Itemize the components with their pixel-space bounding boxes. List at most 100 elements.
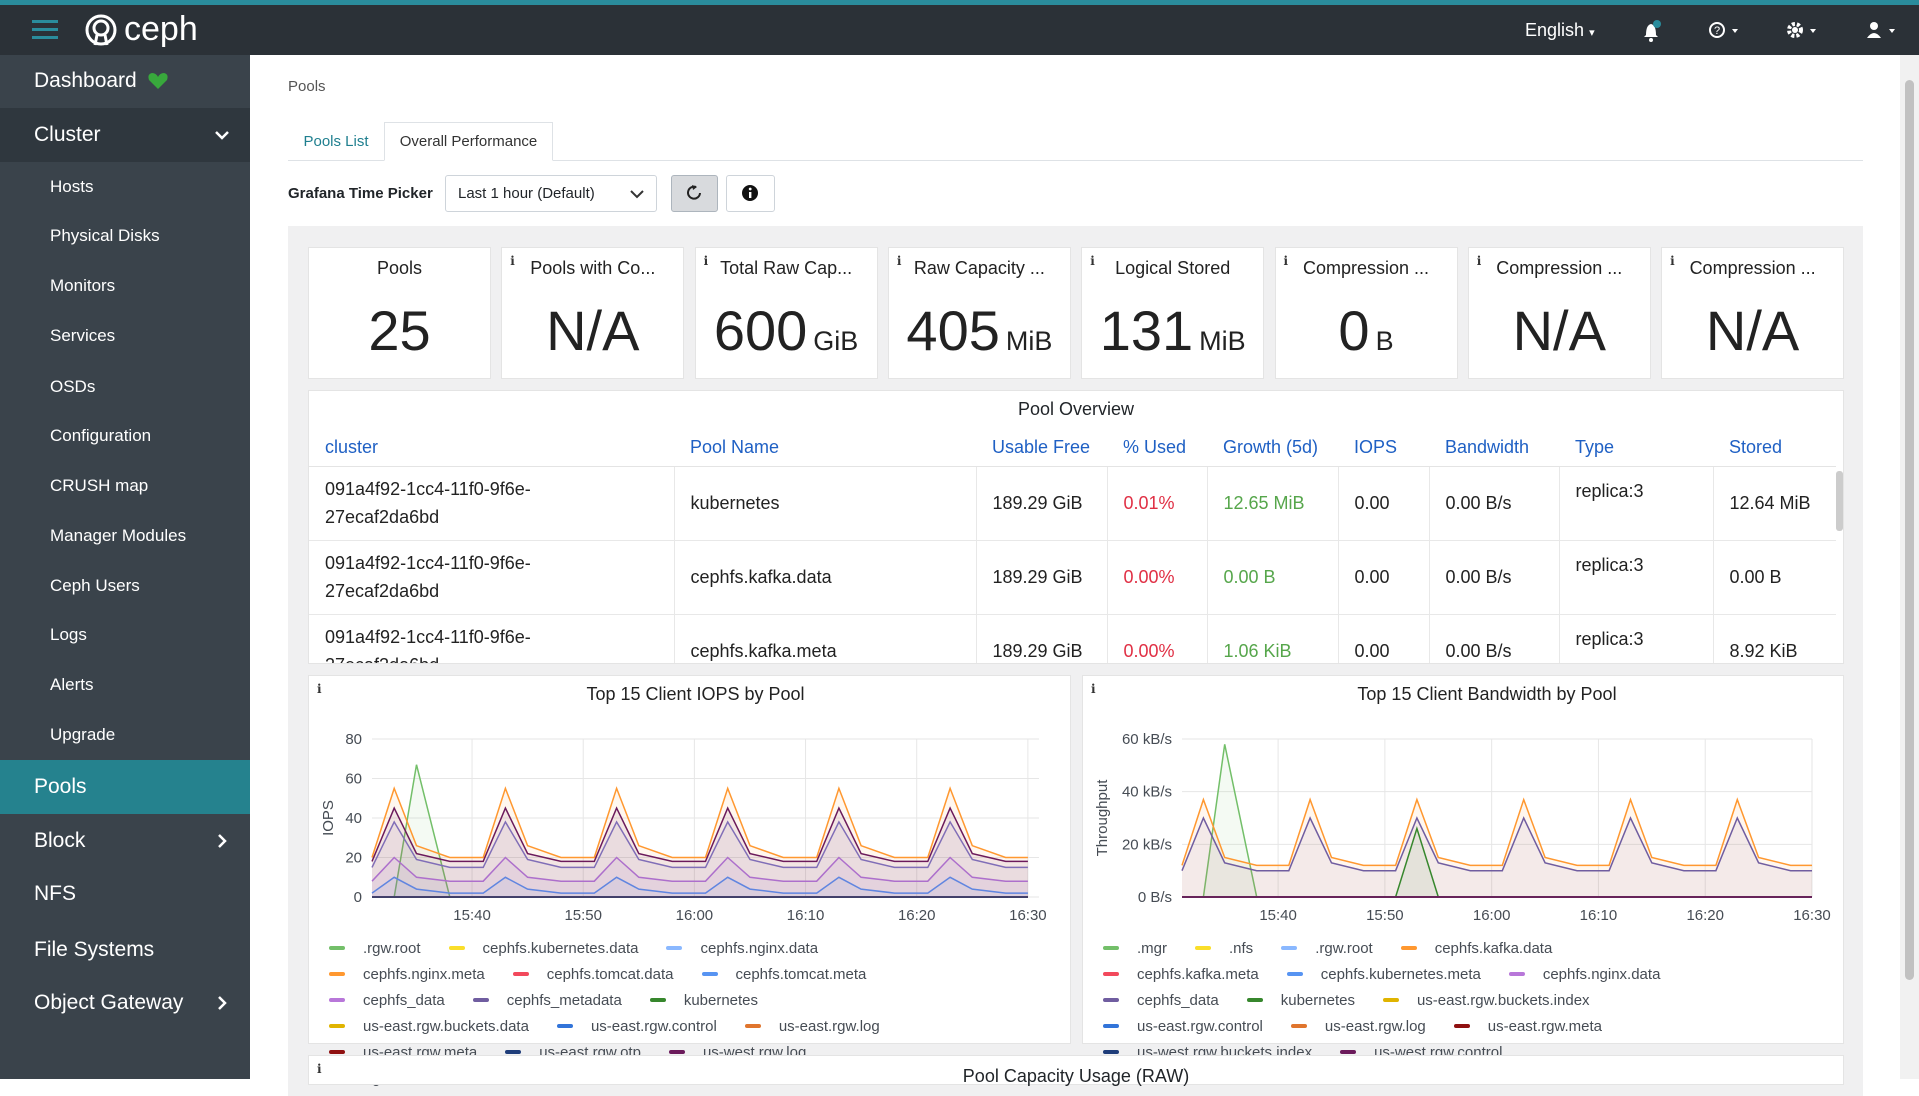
panel-title: Pool Capacity Usage (RAW) xyxy=(962,1066,1190,1086)
column-header[interactable]: Type xyxy=(1559,429,1713,467)
legend: .mgr .nfs .rgw.root cephfs.kafka.data cephfs… xyxy=(1103,938,1663,1062)
legend-item[interactable]: us-east.rgw.meta xyxy=(1453,1016,1602,1036)
legend-label: cephfs.nginx.meta xyxy=(363,965,485,983)
nav-item[interactable]: Physical Disks xyxy=(0,212,250,260)
text: ? xyxy=(1714,25,1720,37)
nav-item[interactable]: Dashboard xyxy=(0,54,250,108)
column-header[interactable]: Growth (5d) xyxy=(1207,429,1338,467)
legend-item[interactable]: .nfs xyxy=(1195,938,1253,958)
legend-item[interactable]: cephfs.tomcat.data xyxy=(512,964,674,984)
nav-label: Ceph Users xyxy=(50,576,140,595)
nav-item[interactable]: Configuration xyxy=(0,412,250,460)
column-header[interactable]: % Used xyxy=(1107,429,1207,467)
nav-item[interactable]: CRUSH map xyxy=(0,462,250,510)
legend-item[interactable]: us-east.rgw.buckets.index xyxy=(1382,990,1590,1010)
column-header[interactable]: Pool Name xyxy=(674,429,976,467)
nav-item[interactable]: Pools xyxy=(0,760,250,814)
nav-item[interactable]: NFS xyxy=(0,867,250,921)
circle xyxy=(1653,20,1661,28)
path xyxy=(1889,29,1895,33)
series-area xyxy=(372,857,1028,897)
nav-item[interactable]: File Systems xyxy=(0,923,250,977)
legend-item[interactable]: cephfs.nginx.meta xyxy=(329,964,485,984)
legend-item[interactable]: cephfs.nginx.data xyxy=(666,938,818,958)
legend-label: cephfs_data xyxy=(1137,991,1219,1009)
nav-item[interactable]: OSDs xyxy=(0,363,250,411)
column-header[interactable]: cluster xyxy=(309,429,674,467)
legend-swatch xyxy=(472,998,489,1002)
legend-item[interactable]: cephfs_metadata xyxy=(472,990,622,1010)
legend-item[interactable]: .mgr xyxy=(1103,938,1167,958)
legend-label: us-east.rgw.control xyxy=(590,1017,717,1035)
legend-item[interactable]: cephfs.tomcat.meta xyxy=(701,964,866,984)
legend-label: kubernetes xyxy=(683,991,759,1009)
chevron-down xyxy=(215,131,229,140)
language-select[interactable]: English ▾ xyxy=(1525,20,1595,41)
stat-value: 25 xyxy=(368,299,431,362)
nav-item[interactable]: Object Gateway xyxy=(0,976,250,1030)
settings-menu[interactable] xyxy=(1786,20,1820,42)
table-cell: 091a4f92-1cc4-11f0-9f6e-27ecaf2da6bd xyxy=(309,540,675,615)
legend-item[interactable]: cephfs.kubernetes.data xyxy=(448,938,638,958)
line-chart: Top 15 Client Bandwidth by Pool Throughpu… xyxy=(1094,684,1831,924)
legend-label: us-east.rgw.buckets.index xyxy=(1416,991,1590,1009)
column-header[interactable]: IOPS xyxy=(1338,429,1429,467)
user-menu[interactable] xyxy=(1865,20,1899,42)
notifications[interactable] xyxy=(1640,19,1664,43)
legend-item[interactable]: kubernetes xyxy=(1246,990,1355,1010)
nav-label: Logs xyxy=(50,625,87,644)
nav-item[interactable]: Manager Modules xyxy=(0,512,250,560)
refresh-button[interactable] xyxy=(671,175,718,212)
legend-item[interactable]: cephfs.kubernetes.meta xyxy=(1286,964,1481,984)
column-header[interactable]: Bandwidth xyxy=(1429,429,1559,467)
nav-item[interactable]: Logs xyxy=(0,611,250,659)
nav-label: Alerts xyxy=(50,675,94,694)
column-header[interactable]: Usable Free xyxy=(976,429,1107,467)
series-area xyxy=(1182,818,1812,897)
nav-item[interactable]: Ceph Users xyxy=(0,562,250,610)
page-scrollbar xyxy=(1900,55,1919,1079)
legend-item[interactable]: us-east.rgw.control xyxy=(556,1016,717,1036)
legend-label: cephfs.kubernetes.meta xyxy=(1320,965,1481,983)
legend-item[interactable]: us-east.rgw.log xyxy=(744,1016,880,1036)
menu-toggle[interactable] xyxy=(32,18,60,42)
legend-item[interactable]: kubernetes xyxy=(649,990,759,1010)
rect xyxy=(32,28,58,31)
svg xyxy=(630,190,644,199)
tab[interactable]: Pools List xyxy=(303,133,369,150)
nav-item[interactable]: Block xyxy=(0,814,250,868)
time-picker[interactable]: Last 1 hour (Default) xyxy=(445,175,657,212)
circle xyxy=(1792,27,1798,33)
legend-item[interactable]: .rgw.root xyxy=(329,938,421,958)
legend-item[interactable]: .rgw.root xyxy=(1281,938,1373,958)
table-cell: 0.00 B/s xyxy=(1429,614,1560,663)
tab-active[interactable]: Overall Performance xyxy=(384,122,553,161)
nav-item[interactable]: Monitors xyxy=(0,262,250,310)
time-picker-value: Last 1 hour (Default) xyxy=(458,185,595,202)
legend-item[interactable]: cephfs_data xyxy=(1103,990,1219,1010)
legend-item[interactable]: cephfs.kafka.meta xyxy=(1103,964,1259,984)
nav-item[interactable]: Alerts xyxy=(0,661,250,709)
nav-item[interactable]: Hosts xyxy=(0,163,250,211)
svg xyxy=(742,185,758,201)
stat-value: 405 xyxy=(906,299,1000,362)
column-header[interactable]: Stored xyxy=(1713,429,1836,467)
legend-item[interactable]: us-east.rgw.buckets.data xyxy=(329,1016,529,1036)
table-cell: 1.06 KiB xyxy=(1207,614,1339,663)
legend-item[interactable]: cephfs_data xyxy=(329,990,445,1010)
nav-item[interactable]: Cluster xyxy=(0,108,250,162)
nav-item[interactable]: Services xyxy=(0,312,250,360)
legend-item[interactable]: us-east.rgw.log xyxy=(1290,1016,1426,1036)
nav-item[interactable]: Upgrade xyxy=(0,711,250,759)
legend-item[interactable]: cephfs.kafka.data xyxy=(1400,938,1552,958)
circle xyxy=(1787,22,1803,38)
help-menu[interactable]: ? xyxy=(1708,20,1742,42)
info-button[interactable] xyxy=(726,175,775,212)
x-tick-label: 16:10 xyxy=(787,907,825,924)
legend-item[interactable]: cephfs.nginx.data xyxy=(1508,964,1660,984)
table-cell: replica:3 xyxy=(1559,466,1714,541)
tab-rule xyxy=(288,160,1863,161)
path xyxy=(218,996,227,1010)
legend-item[interactable]: us-east.rgw.control xyxy=(1103,1016,1263,1036)
stat-card: i Logical Stored 131 MiB xyxy=(1081,247,1265,379)
